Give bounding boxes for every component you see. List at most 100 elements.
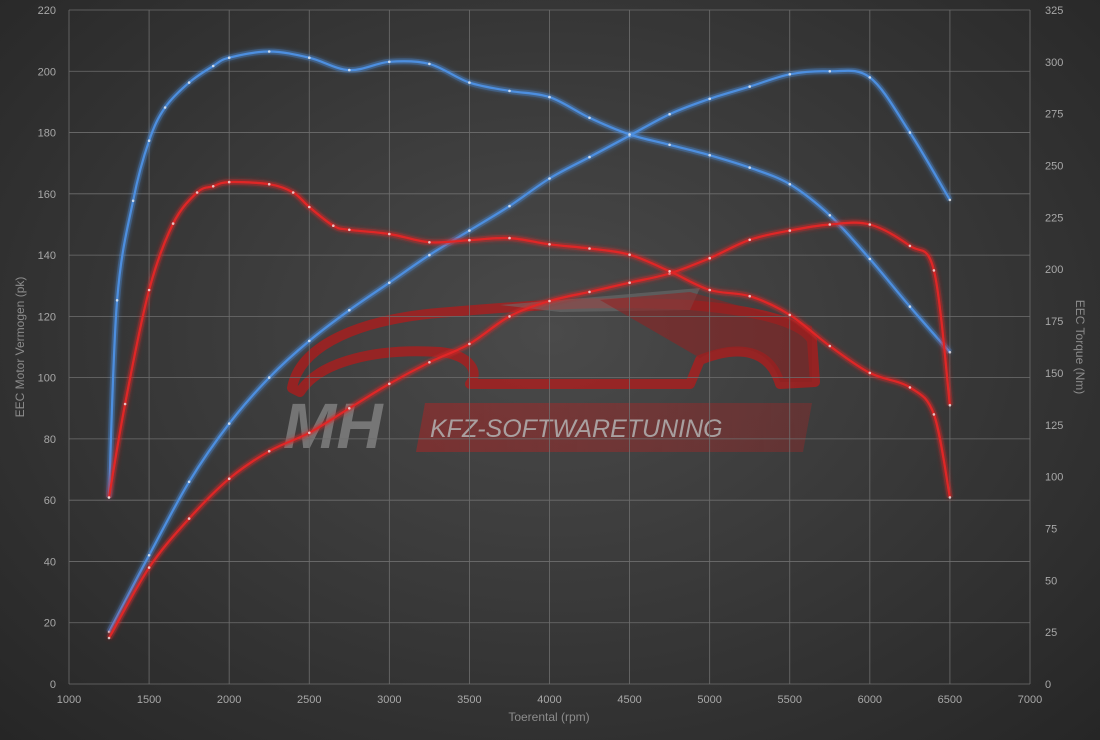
data-point <box>932 269 936 272</box>
data-point <box>668 270 671 273</box>
data-point <box>948 198 952 202</box>
y-right-tick-label: 250 <box>1045 161 1063 173</box>
series-line-halo <box>106 67 953 634</box>
y-right-tick-label: 0 <box>1045 679 1051 691</box>
data-point <box>388 382 391 386</box>
watermark-tagline: KFZ-SOFTWARETUNING <box>430 415 723 443</box>
data-point <box>388 281 391 285</box>
data-point <box>508 204 511 208</box>
x-tick-label: 6500 <box>938 694 962 706</box>
data-point <box>828 344 832 348</box>
y-left-tick-label: 20 <box>44 618 56 630</box>
data-point <box>788 313 792 317</box>
data-point <box>548 95 551 99</box>
data-point <box>908 131 912 134</box>
data-point <box>868 257 872 261</box>
data-point <box>147 566 151 569</box>
data-point <box>267 449 271 453</box>
data-point <box>708 153 711 157</box>
data-point <box>908 305 912 308</box>
data-point <box>588 155 591 159</box>
data-point <box>508 89 511 93</box>
y-left-tick-label: 60 <box>44 495 56 507</box>
data-point <box>227 180 231 184</box>
data-point <box>348 68 351 72</box>
y-right-tick-label: 275 <box>1045 109 1063 121</box>
data-point <box>948 350 952 354</box>
data-point <box>227 56 231 59</box>
y-left-tick-label: 40 <box>44 556 56 568</box>
axes: 1000 1500 2000 2500 3000 3500 4000 4500 5000 5500… <box>38 5 1064 706</box>
data-point <box>908 386 912 389</box>
data-point <box>195 191 199 194</box>
data-point <box>748 85 751 88</box>
data-point <box>868 223 872 226</box>
data-point <box>291 191 295 194</box>
data-point <box>115 299 119 302</box>
data-point <box>708 256 711 260</box>
data-point <box>332 224 335 227</box>
y-right-tick-label: 50 <box>1045 575 1057 587</box>
y-right-tick-label: 25 <box>1045 627 1057 639</box>
data-point <box>308 205 311 209</box>
data-point <box>428 241 431 244</box>
y-right-tick-label: 150 <box>1045 368 1063 380</box>
x-tick-label: 4000 <box>537 694 561 706</box>
x-tick-label: 2500 <box>297 694 321 706</box>
data-point <box>588 247 591 250</box>
x-axis-title: Toerental (rpm) <box>508 710 589 724</box>
data-point <box>548 177 551 180</box>
data-point <box>628 281 631 285</box>
data-point <box>227 477 231 481</box>
data-point <box>708 288 711 292</box>
data-point <box>548 299 551 303</box>
data-point <box>211 64 215 68</box>
data-point <box>628 133 631 136</box>
data-point <box>588 116 591 120</box>
x-tick-label: 1500 <box>137 694 161 706</box>
y-left-tick-label: 0 <box>50 679 56 691</box>
car-roof-icon <box>500 288 700 312</box>
y-right-tick-label: 175 <box>1045 316 1063 328</box>
data-point <box>628 253 631 256</box>
data-point <box>147 554 151 557</box>
data-point <box>468 81 471 84</box>
series-3 <box>106 179 953 499</box>
watermark-banner <box>416 403 812 452</box>
data-point <box>267 182 271 186</box>
data-point <box>107 636 111 640</box>
x-tick-label: 3000 <box>377 694 401 706</box>
data-point <box>708 97 711 101</box>
data-point <box>868 76 872 79</box>
x-tick-label: 5000 <box>697 694 721 706</box>
data-point <box>668 112 671 116</box>
data-point <box>211 185 215 188</box>
grid <box>68 9 1031 685</box>
data-point <box>828 214 832 217</box>
watermark-brand: MH <box>283 390 384 462</box>
car-window-icon <box>600 292 812 382</box>
x-tick-label: 2000 <box>217 694 241 706</box>
data-point <box>107 496 111 499</box>
data-point <box>131 199 135 203</box>
data-point <box>388 60 391 64</box>
y-left-tick-label: 140 <box>38 250 56 262</box>
data-point <box>948 403 952 407</box>
data-point <box>348 407 351 410</box>
y-right-tick-label: 225 <box>1045 212 1063 224</box>
data-point <box>788 182 792 186</box>
data-point <box>388 232 391 236</box>
y-right-tick-label: 200 <box>1045 264 1063 276</box>
y-right-tick-label: 300 <box>1045 57 1063 69</box>
y-left-tick-label: 160 <box>38 189 56 201</box>
data-point <box>668 272 671 275</box>
data-point <box>748 238 751 242</box>
y-axis-right-title: EEC Torque (Nm) <box>1073 300 1087 394</box>
data-point <box>828 70 832 73</box>
series-2 <box>106 219 953 640</box>
data-point <box>868 371 872 375</box>
series-layer <box>106 48 953 640</box>
watermark-logo: MH KFZ-SOFTWARETUNING <box>283 288 820 462</box>
data-point <box>508 315 511 318</box>
